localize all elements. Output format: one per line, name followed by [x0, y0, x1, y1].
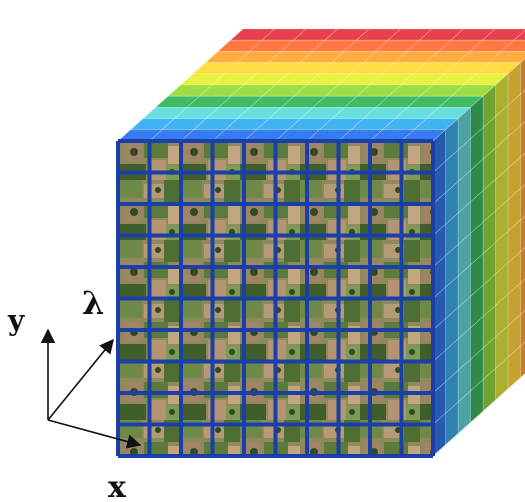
- x-axis-arrow: [47, 419, 142, 449]
- axes-triad: y λ x: [7, 284, 142, 502]
- lambda-axis-label: λ: [82, 284, 104, 322]
- data-cube: [116, 28, 525, 458]
- lambda-axis-arrow: [47, 338, 114, 421]
- x-axis-label: x: [108, 470, 127, 502]
- band-top-cell: [513, 29, 525, 41]
- y-axis-label: y: [7, 304, 25, 337]
